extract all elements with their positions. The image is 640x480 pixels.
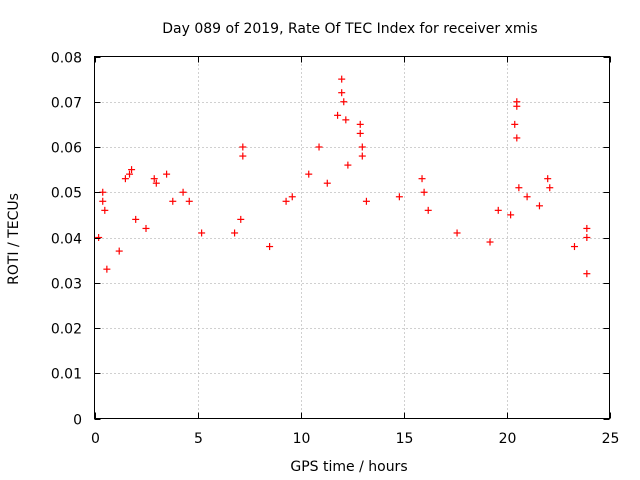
x-tick-label: 15 xyxy=(396,431,414,447)
data-point xyxy=(282,197,290,205)
tick-marks xyxy=(94,56,611,420)
data-point xyxy=(486,238,494,246)
data-point xyxy=(570,243,578,251)
data-point xyxy=(424,206,432,214)
x-tick-label: 5 xyxy=(194,431,203,447)
y-axis-title: ROTI / TECUs xyxy=(6,193,22,285)
data-point xyxy=(344,161,352,169)
y-tick-label: 0.01 xyxy=(51,367,82,383)
y-tick-label: 0.04 xyxy=(51,232,82,248)
y-tick-label: 0 xyxy=(73,413,82,429)
data-point xyxy=(494,206,502,214)
x-tick-label: 0 xyxy=(91,431,100,447)
data-point xyxy=(395,193,403,201)
data-point xyxy=(239,152,247,160)
y-tick-label: 0.06 xyxy=(51,141,82,157)
data-point xyxy=(338,89,346,97)
data-point xyxy=(237,215,245,223)
data-point xyxy=(101,206,109,214)
y-tick-labels: 0 0.01 0.02 0.03 0.04 0.05 0.06 0.07 0.08 xyxy=(51,51,82,429)
data-point xyxy=(95,234,103,241)
data-point xyxy=(338,75,346,83)
x-tick-label: 25 xyxy=(602,431,620,447)
data-point xyxy=(288,193,296,201)
data-point xyxy=(583,270,591,278)
data-point xyxy=(507,211,515,219)
data-point xyxy=(266,243,274,251)
data-points xyxy=(95,75,591,278)
data-point xyxy=(231,229,239,237)
data-point xyxy=(99,197,107,205)
data-point xyxy=(315,143,323,151)
data-point xyxy=(535,202,543,210)
data-point xyxy=(544,175,552,183)
data-point xyxy=(583,224,591,232)
y-tick-label: 0.03 xyxy=(51,277,82,293)
data-point xyxy=(128,166,136,174)
data-point xyxy=(342,116,350,124)
x-tick-label: 10 xyxy=(293,431,311,447)
data-point xyxy=(150,175,158,183)
data-point xyxy=(169,197,177,205)
data-point xyxy=(418,175,426,183)
data-point xyxy=(305,170,313,178)
data-point xyxy=(152,179,160,187)
data-point xyxy=(546,184,554,192)
data-point xyxy=(340,98,348,106)
data-point xyxy=(121,175,129,183)
y-tick-label: 0.02 xyxy=(51,322,82,338)
data-point xyxy=(103,265,111,273)
data-point xyxy=(356,120,364,128)
data-point xyxy=(334,111,342,119)
data-point xyxy=(198,229,206,237)
data-point xyxy=(185,197,193,205)
y-tick-label: 0.08 xyxy=(51,51,82,67)
chart-title: Day 089 of 2019, Rate Of TEC Index for r… xyxy=(162,21,537,37)
data-point xyxy=(163,170,171,178)
data-point xyxy=(362,197,370,205)
plot-frame xyxy=(94,56,610,419)
y-tick-label: 0.05 xyxy=(51,186,82,202)
data-point xyxy=(179,188,187,196)
data-point xyxy=(515,184,523,192)
data-point xyxy=(323,179,331,187)
y-tick-label: 0.07 xyxy=(51,96,82,112)
data-point xyxy=(511,120,519,128)
data-point xyxy=(115,247,123,255)
grid-lines xyxy=(94,56,610,419)
data-point xyxy=(358,152,366,160)
data-point xyxy=(126,170,134,178)
data-point xyxy=(356,129,364,137)
data-point xyxy=(523,193,531,201)
x-tick-label: 20 xyxy=(499,431,517,447)
data-point xyxy=(239,143,247,151)
data-point xyxy=(142,224,150,232)
x-tick-labels: 0 5 10 15 20 25 xyxy=(91,431,619,447)
data-point xyxy=(453,229,461,237)
data-point xyxy=(583,234,591,241)
data-point xyxy=(132,215,140,223)
data-point xyxy=(513,134,521,142)
data-point xyxy=(420,188,428,196)
data-point xyxy=(358,143,366,151)
x-axis-title: GPS time / hours xyxy=(290,459,407,475)
data-point xyxy=(513,102,521,110)
